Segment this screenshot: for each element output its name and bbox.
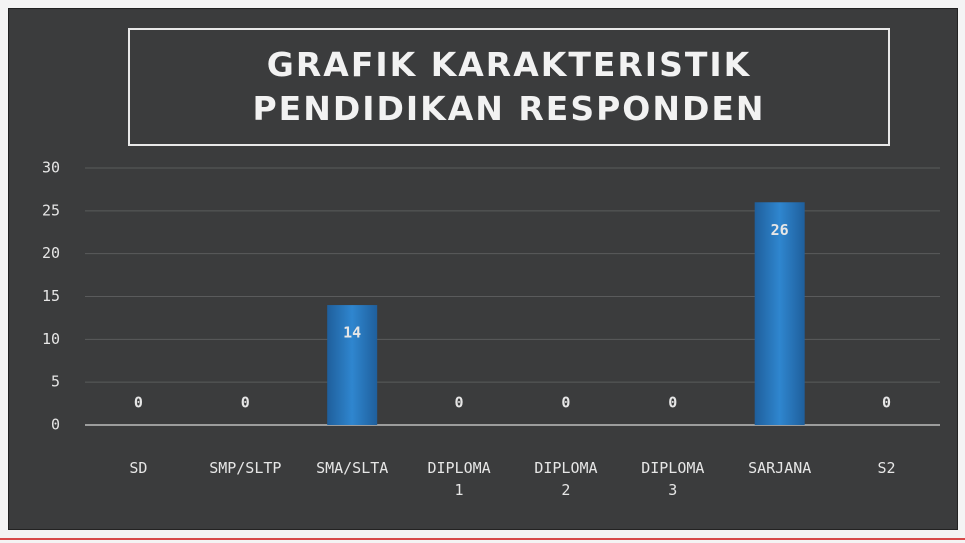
value-label: 26 [771,221,789,239]
x-tick-label: DIPLOMA 3 [641,459,705,499]
x-tick-label: SMP/SLTP [209,459,282,477]
chart-title: GRAFIK KARAKTERISTIK PENDIDIKAN RESPONDE… [128,28,890,146]
value-label: 0 [561,394,570,412]
x-tick-label: SD [129,459,148,477]
y-tick-label: 20 [42,244,60,262]
y-tick-label: 15 [42,287,60,305]
y-tick-label: 25 [42,201,60,219]
divider [0,538,965,540]
value-label: 0 [455,394,464,412]
x-tick-label: SARJANA [748,459,812,477]
x-tick-label: S2 [877,459,896,477]
y-tick-label: 10 [42,330,60,348]
value-label: 0 [241,394,250,412]
y-tick-label: 30 [42,159,60,177]
bar [327,305,378,425]
value-label: 0 [134,394,143,412]
y-tick-label: 5 [51,373,60,391]
x-tick-label: DIPLOMA 1 [427,459,491,499]
value-label: 0 [668,394,677,412]
bar [754,202,805,425]
y-tick-label: 0 [51,416,60,434]
value-label: 0 [882,394,891,412]
value-label: 14 [343,324,361,342]
x-tick-label: DIPLOMA 2 [534,459,598,499]
x-tick-label: SMA/SLTA [316,459,389,477]
